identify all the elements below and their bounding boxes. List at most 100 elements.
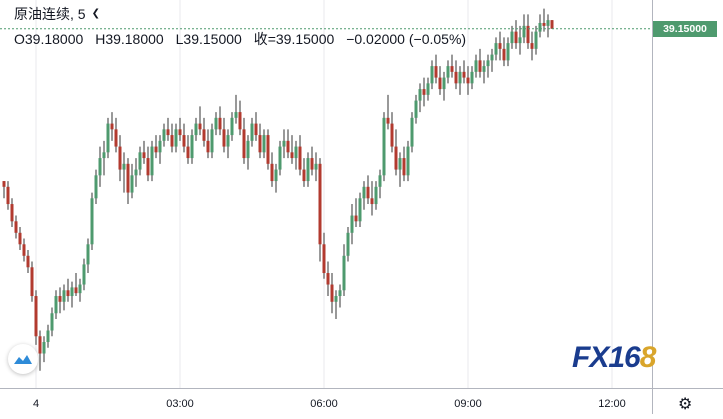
candle-down[interactable]: [2, 181, 6, 187]
candle-up[interactable]: [470, 71, 474, 84]
candle-up[interactable]: [378, 175, 382, 187]
candle-up[interactable]: [538, 22, 542, 32]
candle-up[interactable]: [262, 135, 266, 153]
candle-down[interactable]: [366, 186, 370, 199]
candle-up[interactable]: [174, 129, 178, 147]
candle-down[interactable]: [438, 77, 442, 90]
candle-up[interactable]: [150, 146, 154, 176]
candle-up[interactable]: [346, 232, 350, 256]
symbol-title[interactable]: 原油连续, 5: [14, 6, 86, 22]
candle-down[interactable]: [202, 129, 206, 141]
candle-up[interactable]: [134, 169, 138, 176]
candle-down[interactable]: [14, 221, 18, 233]
candle-down[interactable]: [34, 296, 38, 337]
candle-up[interactable]: [482, 66, 486, 72]
candle-up[interactable]: [210, 129, 214, 153]
candle-up[interactable]: [54, 296, 58, 314]
candle-down[interactable]: [146, 158, 150, 176]
candle-down[interactable]: [178, 129, 182, 136]
candle-up[interactable]: [430, 66, 434, 84]
gear-icon[interactable]: ⚙: [678, 396, 693, 413]
candle-up[interactable]: [342, 255, 346, 291]
candle-up[interactable]: [46, 330, 50, 343]
candle-down[interactable]: [66, 290, 70, 297]
candle-up[interactable]: [70, 287, 74, 297]
candle-up[interactable]: [78, 284, 82, 294]
candle-up[interactable]: [334, 296, 338, 302]
candle-up[interactable]: [510, 31, 514, 44]
candle-down[interactable]: [542, 22, 546, 26]
candle-down[interactable]: [330, 284, 334, 302]
candle-down[interactable]: [502, 48, 506, 61]
candle-down[interactable]: [550, 20, 554, 29]
candle-up[interactable]: [506, 43, 510, 61]
candle-up[interactable]: [294, 146, 298, 159]
symbol-row[interactable]: 原油连续, 5 ❮: [14, 5, 100, 23]
candle-down[interactable]: [114, 129, 118, 147]
candle-down[interactable]: [218, 117, 222, 130]
candle-down[interactable]: [170, 135, 174, 147]
candle-down[interactable]: [186, 146, 190, 159]
candle-down[interactable]: [318, 163, 322, 245]
candle-up[interactable]: [534, 31, 538, 49]
candle-up[interactable]: [362, 186, 366, 199]
candle-up[interactable]: [130, 175, 134, 193]
candle-down[interactable]: [166, 129, 170, 136]
candle-down[interactable]: [30, 267, 34, 297]
candle-down[interactable]: [370, 198, 374, 205]
candle-up[interactable]: [94, 175, 98, 199]
candle-down[interactable]: [394, 146, 398, 170]
candle-down[interactable]: [38, 336, 42, 354]
candle-down[interactable]: [58, 296, 62, 302]
candle-down[interactable]: [402, 158, 406, 176]
candle-down[interactable]: [454, 71, 458, 84]
candle-up[interactable]: [426, 83, 430, 95]
candle-up[interactable]: [486, 60, 490, 67]
candle-up[interactable]: [414, 100, 418, 118]
candle-up[interactable]: [338, 290, 342, 297]
candle-down[interactable]: [118, 146, 122, 170]
candle-up[interactable]: [230, 117, 234, 136]
candle-up[interactable]: [418, 89, 422, 101]
candle-up[interactable]: [50, 313, 54, 331]
candle-up[interactable]: [62, 290, 66, 302]
candle-down[interactable]: [126, 163, 130, 193]
candle-up[interactable]: [234, 112, 238, 118]
candle-down[interactable]: [354, 215, 358, 222]
candle-up[interactable]: [102, 152, 106, 159]
candle-up[interactable]: [446, 66, 450, 78]
candle-down[interactable]: [450, 66, 454, 72]
candle-down[interactable]: [258, 135, 262, 153]
candle-up[interactable]: [138, 152, 142, 170]
candle-up[interactable]: [458, 71, 462, 84]
candle-up[interactable]: [374, 186, 378, 205]
candle-up[interactable]: [306, 158, 310, 182]
candle-down[interactable]: [386, 117, 390, 124]
candle-down[interactable]: [222, 129, 226, 147]
candle-down[interactable]: [390, 123, 394, 147]
candle-down[interactable]: [498, 43, 502, 49]
candle-up[interactable]: [278, 146, 282, 170]
candle-up[interactable]: [90, 198, 94, 245]
candle-down[interactable]: [238, 112, 242, 130]
candle-up[interactable]: [106, 123, 110, 153]
candle-down[interactable]: [286, 140, 290, 153]
candle-down[interactable]: [270, 163, 274, 182]
candle-down[interactable]: [298, 146, 302, 170]
candle-down[interactable]: [310, 158, 314, 170]
candle-up[interactable]: [98, 158, 102, 176]
candle-down[interactable]: [10, 204, 14, 222]
candle-up[interactable]: [190, 135, 194, 159]
candle-up[interactable]: [314, 163, 318, 170]
candle-down[interactable]: [26, 255, 30, 268]
candle-down[interactable]: [290, 152, 294, 159]
candle-up[interactable]: [194, 123, 198, 136]
candle-down[interactable]: [206, 140, 210, 153]
candle-up[interactable]: [382, 117, 386, 176]
candle-up[interactable]: [162, 129, 166, 141]
candle-down[interactable]: [142, 152, 146, 159]
candle-up[interactable]: [358, 198, 362, 222]
candle-down[interactable]: [182, 135, 186, 147]
candle-up[interactable]: [246, 140, 250, 159]
candle-up[interactable]: [410, 117, 414, 147]
